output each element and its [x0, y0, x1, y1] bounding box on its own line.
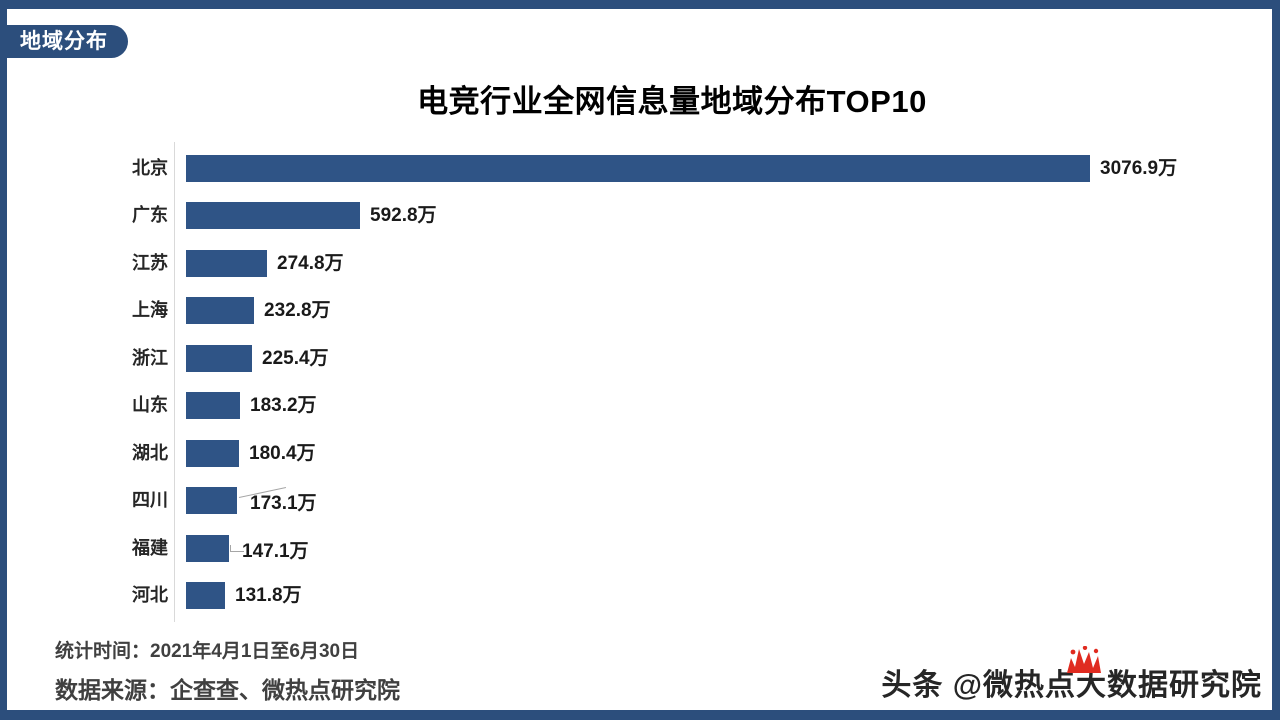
category-label: 浙江 [132, 348, 168, 368]
bar [186, 535, 229, 562]
value-label: 147.1万 [242, 541, 309, 562]
data-source-text: 数据来源：企查查、微热点研究院 [55, 677, 400, 703]
watermark-text: 头条 @微热点大数据研究院 [881, 669, 1262, 702]
category-label: 四川 [132, 490, 168, 510]
slide-frame-right [1272, 0, 1280, 720]
bar-row: 四川 173.1万 [0, 487, 1280, 514]
footer: 统计时间：2021年4月1日至6月30日 数据来源：企查查、微热点研究院 [55, 636, 400, 705]
category-label: 河北 [132, 585, 168, 605]
bar-row: 上海 232.8万 [0, 297, 1280, 324]
category-label: 福建 [132, 538, 168, 558]
bar-row: 北京 3076.9万 [0, 155, 1280, 182]
slide-frame-left [0, 0, 7, 720]
category-label: 江苏 [132, 253, 168, 273]
bar [186, 297, 254, 324]
category-label: 湖北 [132, 443, 168, 463]
leader-tick [230, 545, 231, 552]
bar [186, 392, 240, 419]
bar-row: 湖北 180.4万 [0, 440, 1280, 467]
stat-time-text: 统计时间：2021年4月1日至6月30日 [55, 641, 360, 662]
bar [186, 202, 360, 229]
bar [186, 582, 225, 609]
category-label: 广东 [132, 205, 168, 225]
slide-frame-top [0, 0, 1280, 9]
category-label: 上海 [132, 300, 168, 320]
value-label: 183.2万 [250, 395, 317, 416]
watermark: 头条 @微热点大数据研究院 [881, 646, 1262, 704]
value-label: 173.1万 [250, 493, 317, 514]
red-rooster-comb-icon [1067, 646, 1102, 673]
value-label: 131.8万 [235, 585, 302, 606]
slide-frame-bottom [0, 710, 1280, 720]
y-axis-line [174, 142, 175, 622]
category-label: 山东 [132, 395, 168, 415]
bar [186, 345, 252, 372]
bar-row: 浙江 225.4万 [0, 345, 1280, 372]
value-label: 225.4万 [262, 348, 329, 369]
bar-row: 广东 592.8万 [0, 202, 1280, 229]
bar-row: 江苏 274.8万 [0, 250, 1280, 277]
chart-title: 电竞行业全网信息量地域分布TOP10 [417, 84, 927, 119]
value-label: 592.8万 [370, 205, 437, 226]
bar-row: 河北 131.8万 [0, 582, 1280, 609]
bar-row: 山东 183.2万 [0, 392, 1280, 419]
value-label: 180.4万 [249, 443, 316, 464]
bar [186, 250, 267, 277]
leader-line [230, 551, 244, 552]
section-badge: 地域分布 [7, 25, 128, 58]
bar [186, 440, 239, 467]
category-label: 北京 [132, 158, 168, 178]
section-badge-label: 地域分布 [20, 30, 108, 53]
bar [186, 487, 237, 514]
bar-row: 福建 147.1万 [0, 535, 1280, 562]
value-label: 232.8万 [264, 300, 331, 321]
bar [186, 155, 1090, 182]
value-label: 274.8万 [277, 253, 344, 274]
value-label: 3076.9万 [1100, 158, 1178, 179]
